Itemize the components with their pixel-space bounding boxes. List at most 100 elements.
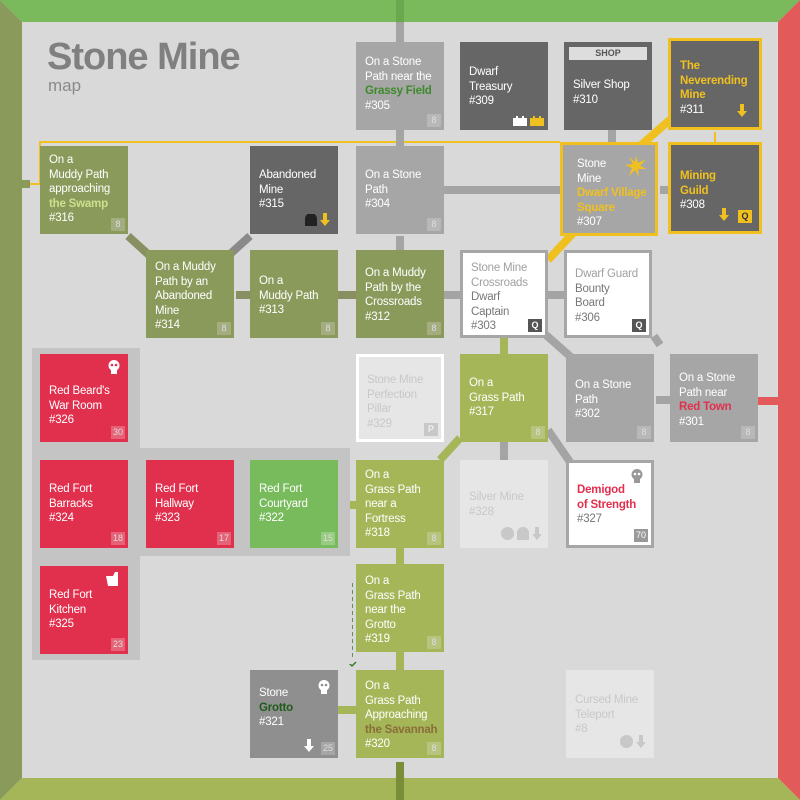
down-arrow-icon — [737, 104, 747, 117]
level-badge: 70 — [634, 529, 648, 542]
room-328[interactable]: Silver Mine #328 — [460, 460, 548, 548]
room-305-name: On a Stone — [365, 56, 422, 68]
room-320[interactable]: On a Grass Path Approaching the Savannah #… — [356, 670, 444, 758]
room-322-label: Red Fort Courtyard #322 — [259, 483, 308, 524]
level-badge: 8 — [427, 742, 441, 755]
room-8-label: Cursed Mine Teleport #8 — [575, 694, 638, 735]
room-307-name: Stone Mine — [577, 158, 607, 185]
room-328-icons — [501, 527, 542, 540]
room-304[interactable]: On a Stone Path #304 8 — [356, 146, 444, 234]
room-301-name: On a Stone Path near — [679, 372, 736, 399]
room-306[interactable]: Dwarf Guard Bounty Board #306 Q — [564, 250, 652, 338]
room-302[interactable]: On a Stone Path #302 8 — [566, 354, 654, 442]
level-badge: 8 — [741, 426, 755, 439]
down-arrow-icon — [719, 208, 729, 221]
down-arrow-icon — [532, 527, 542, 540]
level-badge: 8 — [321, 322, 335, 335]
room-306-label: Bounty Board #306 — [575, 282, 610, 324]
room-303-npc: Dwarf Captain #303 — [471, 291, 510, 332]
room-328-label: Silver Mine #328 — [469, 491, 524, 518]
room-307[interactable]: Stone Mine Dwarf Village Square #307 — [560, 142, 658, 236]
room-301[interactable]: On a Stone Path near Red Town #301 8 — [670, 354, 758, 442]
room-316-name: On a Muddy Path approaching — [49, 154, 111, 195]
room-314[interactable]: On a Muddy Path by an Abandoned Mine #31… — [146, 250, 234, 338]
level-badge: 8 — [217, 322, 231, 335]
room-315-icons — [305, 213, 330, 226]
room-311-number: #311 — [680, 103, 704, 116]
room-305-region: Grassy Field — [365, 85, 432, 97]
level-badge: 8 — [531, 426, 545, 439]
room-308[interactable]: Mining Guild #308 Q — [668, 142, 762, 234]
level-badge: 8 — [637, 426, 651, 439]
room-307-title: Dwarf Village Square — [577, 187, 647, 214]
room-315[interactable]: Abandoned Mine #315 — [250, 146, 338, 234]
room-320-name: On a Grass Path Approaching — [365, 680, 428, 721]
room-302-label: On a Stone Path #302 — [575, 379, 632, 420]
room-323-label: Red Fort Hallway #323 — [155, 483, 199, 524]
room-320-region: the Savannah — [365, 723, 438, 736]
treasure-icons — [513, 116, 544, 126]
room-325[interactable]: Red Fort Kitchen #325 23 — [40, 566, 128, 654]
room-316-region: the Swamp — [49, 197, 108, 210]
perfection-badge: P — [424, 423, 438, 436]
room-319[interactable]: On a Grass Path near the Grotto #319 8 — [356, 564, 444, 652]
down-arrow-icon — [636, 735, 646, 748]
room-321-place: Grotto — [259, 701, 293, 714]
room-8[interactable]: Cursed Mine Teleport #8 — [566, 670, 654, 758]
map-subtitle: map — [48, 76, 82, 95]
room-322[interactable]: Red Fort Courtyard #322 15 — [250, 460, 338, 548]
level-badge: 8 — [427, 322, 441, 335]
room-326[interactable]: Red Beard's War Room #326 30 — [40, 354, 128, 442]
room-305-name-2: Path near the — [365, 70, 432, 83]
room-317[interactable]: On a Grass Path #317 8 — [460, 354, 548, 442]
room-303-name: Stone Mine Crossroads — [471, 262, 528, 289]
room-8-icons — [620, 735, 646, 748]
room-310[interactable]: SHOP Silver Shop #310 — [564, 42, 652, 130]
room-307-number: #307 — [577, 216, 602, 228]
room-327-number: #327 — [577, 513, 602, 525]
room-325-label: Red Fort Kitchen #325 — [49, 589, 93, 630]
room-313[interactable]: On a Muddy Path #313 8 — [250, 250, 338, 338]
room-312[interactable]: On a Muddy Path by the Crossroads #312 8 — [356, 250, 444, 338]
level-badge: 18 — [111, 532, 125, 545]
room-311[interactable]: The Neverending Mine #311 — [668, 38, 762, 130]
quest-badge[interactable]: Q — [738, 210, 752, 223]
room-306-name: Dwarf Guard — [575, 268, 638, 280]
room-324[interactable]: Red Fort Barracks #324 18 — [40, 460, 128, 548]
cave-entrance-icon — [305, 214, 317, 226]
exit-west-marker — [0, 180, 30, 188]
room-305-number: #305 — [365, 99, 390, 112]
room-321-name: Stone — [259, 687, 289, 699]
level-badge: 17 — [217, 532, 231, 545]
room-303[interactable]: Stone Mine Crossroads Dwarf Captain #303 … — [460, 250, 548, 338]
room-318-label: On a Grass Path near a Fortress #318 — [365, 469, 421, 539]
quest-badge[interactable]: Q — [528, 319, 542, 332]
room-309[interactable]: Dwarf Treasury #309 — [460, 42, 548, 130]
level-badge: 8 — [427, 218, 441, 231]
room-324-label: Red Fort Barracks #324 — [49, 483, 93, 524]
room-315-label: Abandoned Mine #315 — [259, 169, 317, 210]
room-314-label: On a Muddy Path by an Abandoned Mine #31… — [155, 261, 216, 331]
shop-label: SHOP — [569, 47, 647, 60]
room-308-number: #308 — [680, 199, 705, 211]
exit-east-marker — [758, 397, 800, 405]
exit-north[interactable] — [396, 22, 404, 42]
room-329[interactable]: Stone Mine Perfection Pillar #329 P — [356, 354, 444, 442]
map-title: Stone Mine — [47, 36, 241, 78]
room-319-label: On a Grass Path near the Grotto #319 — [365, 575, 421, 645]
room-318[interactable]: On a Grass Path near a Fortress #318 8 — [356, 460, 444, 548]
quest-badge[interactable]: Q — [632, 319, 646, 332]
room-304-label: On a Stone Path #304 — [365, 169, 422, 210]
down-arrow-icon — [320, 213, 330, 226]
kitchen-icon — [106, 572, 118, 586]
room-305[interactable]: On a Stone Path near the Grassy Field #305 … — [356, 42, 444, 130]
room-321[interactable]: Stone Grotto #321 25 — [250, 670, 338, 758]
room-311-name: The Neverending Mine — [680, 60, 748, 101]
room-327[interactable]: Demigod of Strength #327 70 — [566, 460, 654, 548]
teleport-icon — [620, 735, 633, 748]
room-323[interactable]: Red Fort Hallway #323 17 — [146, 460, 234, 548]
room-308-name: Mining Guild — [680, 170, 716, 197]
room-312-label: On a Muddy Path by the Crossroads #312 — [365, 267, 426, 323]
room-316[interactable]: On a Muddy Path approaching the Swamp #316… — [40, 146, 128, 234]
skull-icon — [318, 680, 330, 694]
